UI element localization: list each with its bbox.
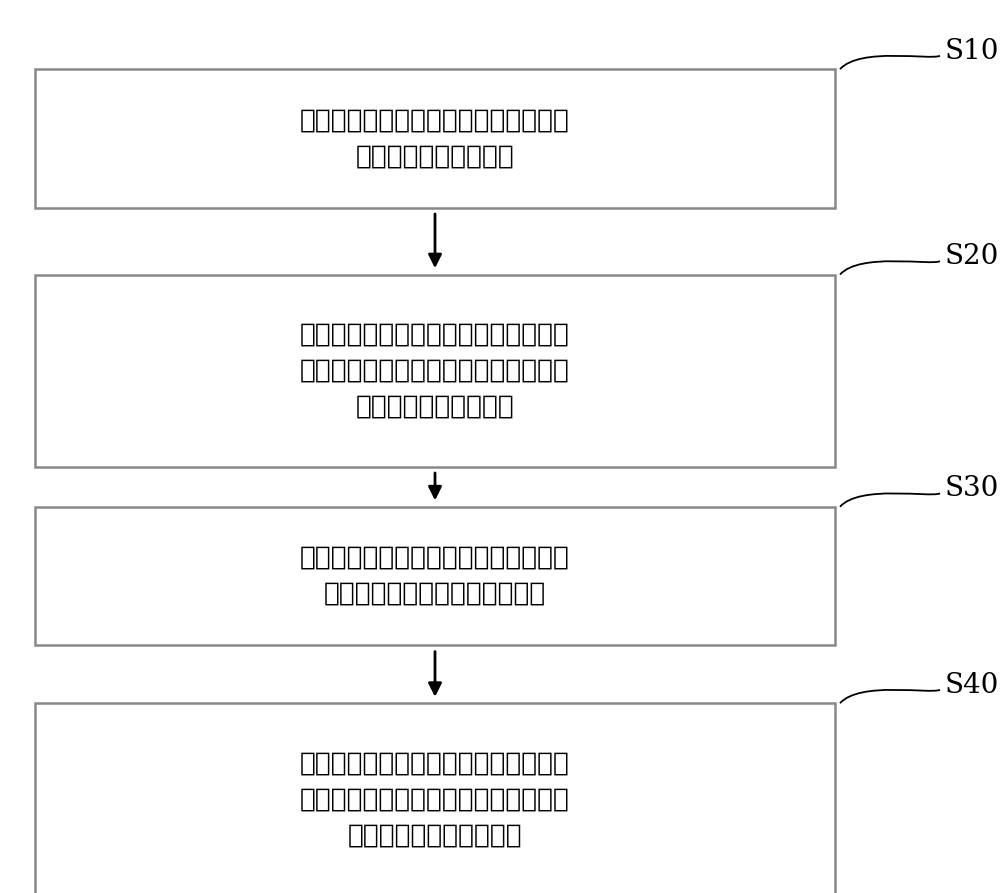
Text: S30: S30 (945, 475, 999, 502)
Text: 将待分析影像图缩放至与实际钻孔同等
比例，形成地质解译编录展示图: 将待分析影像图缩放至与实际钻孔同等 比例，形成地质解译编录展示图 (300, 545, 570, 607)
Text: S40: S40 (945, 672, 999, 698)
FancyBboxPatch shape (35, 70, 835, 208)
FancyBboxPatch shape (35, 275, 835, 466)
Text: S20: S20 (945, 243, 999, 270)
Text: S10: S10 (945, 38, 1000, 65)
Text: 根据地质解译编录展示图，分析覆盖层
物质组成及各粒径颗粒在地质解译编录
展示图中所占面积的比例: 根据地质解译编录展示图，分析覆盖层 物质组成及各粒径颗粒在地质解译编录 展示图中… (300, 750, 570, 848)
FancyBboxPatch shape (35, 507, 835, 645)
Text: 根据钻孔内侧壁的拍摄资料，选择代表
性的孔段或拟解译孔段，并将其图片导
出，形成待分析影像图: 根据钻孔内侧壁的拍摄资料，选择代表 性的孔段或拟解译孔段，并将其图片导 出，形成… (300, 321, 570, 420)
FancyBboxPatch shape (35, 704, 835, 893)
Text: 在覆盖层钻孔中进行拍照或摄像以获取
钻孔内侧壁的拍摄资料: 在覆盖层钻孔中进行拍照或摄像以获取 钻孔内侧壁的拍摄资料 (300, 107, 570, 170)
